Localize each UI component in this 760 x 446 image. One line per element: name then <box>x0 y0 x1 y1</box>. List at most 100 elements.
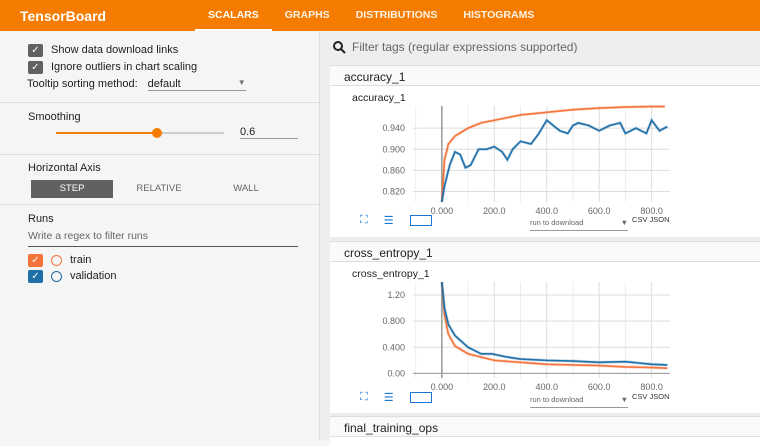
series-validation-line <box>441 118 668 203</box>
chart-toolbar: ⛶ ☰ <box>360 214 432 227</box>
tab-distributions[interactable]: DISTRIBUTIONS <box>355 9 438 21</box>
check-icon: ✓ <box>28 43 43 57</box>
y-tick-label: 0.900 <box>382 144 405 154</box>
csv-link[interactable]: CSV <box>632 215 648 224</box>
fit-domain-icon[interactable] <box>409 392 432 403</box>
axis-relative-button[interactable]: RELATIVE <box>136 183 182 194</box>
run-label: validation <box>70 270 117 282</box>
dropdown-arrow-icon: ▼ <box>237 78 246 87</box>
x-tick-label: 0.000 <box>431 382 454 392</box>
value: run to download <box>530 218 584 227</box>
smoothing-input[interactable]: 0.6 <box>240 126 298 139</box>
series-validation-line <box>441 281 668 366</box>
x-tick-label: 0.000 <box>431 206 454 216</box>
label: Show data download links <box>51 44 179 56</box>
x-tick-label: 200.0 <box>483 382 506 392</box>
slider-handle[interactable] <box>151 128 162 138</box>
tooltip-sorting: Tooltip sorting method: default ▼ <box>27 78 291 91</box>
show-download-links-checkbox[interactable]: ✓ Show data download links <box>28 42 291 58</box>
tooltip-sorting-select[interactable]: default ▼ <box>147 78 246 91</box>
check-icon: ✓ <box>28 269 43 283</box>
value: default <box>147 78 181 90</box>
axis-toggle: STEP RELATIVE WALL <box>31 180 291 198</box>
dropdown-arrow-icon: ▼ <box>620 395 628 404</box>
filter-tags-input[interactable]: Filter tags (regular expressions support… <box>352 40 578 54</box>
axis-wall-button[interactable]: WALL <box>233 183 259 194</box>
app-title: TensorBoard <box>20 7 107 24</box>
series-train-line <box>441 281 668 370</box>
log-scale-icon[interactable]: ☰ <box>383 215 394 227</box>
value: run to download <box>530 395 584 404</box>
dropdown-arrow-icon: ▼ <box>620 218 628 227</box>
fit-domain-icon[interactable] <box>409 215 432 226</box>
horizontal-axis-section: Horizontal Axis STEP RELATIVE WALL <box>0 155 319 205</box>
smoothing-control: 0.6 <box>28 123 298 143</box>
y-tick-label: 0.400 <box>382 342 405 352</box>
x-tick-label: 600.0 <box>588 206 611 216</box>
series-train-line <box>441 105 665 203</box>
top-bar: TensorBoard SCALARS GRAPHS DISTRIBUTIONS… <box>0 0 760 31</box>
run-download-select[interactable]: run to download ▼ <box>530 218 628 231</box>
chart-toolbar: ⛶ ☰ <box>360 391 432 404</box>
check-icon: ✓ <box>28 253 43 267</box>
runs-filter-input[interactable]: Write a regex to filter runs <box>28 230 298 247</box>
accuracy-chart[interactable]: 0.000 200.0 400.0 600.0 800.0 0.820 0.860 0.900… <box>330 66 760 238</box>
chart-title: cross_entropy_1 <box>352 268 430 280</box>
sidebar: ✓ Show data download links ✓ Ignore outlie… <box>0 31 320 440</box>
group-cross-entropy: cross_entropy_1 cross_entropy_1 0.000 200… <box>330 241 760 413</box>
tab-histograms[interactable]: HISTOGRAMS <box>463 9 535 21</box>
y-tick-label: 0.800 <box>382 316 405 326</box>
fullscreen-icon[interactable]: ⛶ <box>360 214 368 226</box>
run-color-circle-icon[interactable] <box>51 270 62 282</box>
json-link[interactable]: JSON <box>649 215 670 224</box>
group-header[interactable]: cross_entropy_1 <box>330 242 760 262</box>
run-validation[interactable]: ✓ validation <box>28 268 291 284</box>
y-tick-label: 0.00 <box>387 368 405 378</box>
log-scale-icon[interactable]: ☰ <box>383 392 394 404</box>
runs-section: Runs Write a regex to filter runs ✓ train… <box>0 205 319 292</box>
run-download-select[interactable]: run to download ▼ <box>530 395 628 408</box>
y-tick-label: 0.860 <box>382 165 405 175</box>
filter-tags[interactable]: Filter tags (regular expressions support… <box>332 37 752 57</box>
x-tick-label: 600.0 <box>588 382 611 392</box>
tab-graphs[interactable]: GRAPHS <box>284 9 330 21</box>
ignore-outliers-checkbox[interactable]: ✓ Ignore outliers in chart scaling <box>28 59 291 75</box>
y-tick-label: 0.940 <box>382 123 405 133</box>
chart-title: accuracy_1 <box>352 92 406 104</box>
fullscreen-icon[interactable]: ⛶ <box>360 391 368 403</box>
smoothing-section: Smoothing 0.6 <box>0 103 319 155</box>
horizontal-axis-label: Horizontal Axis <box>28 162 101 174</box>
main-panel: Filter tags (regular expressions support… <box>320 31 760 446</box>
download-links: CSV JSON <box>632 215 670 224</box>
group-final-training-ops: final_training_ops <box>330 416 760 446</box>
options-section: ✓ Show data download links ✓ Ignore outlie… <box>0 31 319 103</box>
run-color-circle-icon[interactable] <box>51 254 62 266</box>
x-tick-label: 800.0 <box>640 382 663 392</box>
x-tick-label: 400.0 <box>535 382 558 392</box>
runs-label: Runs <box>28 213 54 225</box>
group-header[interactable]: final_training_ops <box>330 417 760 437</box>
axis-step-button[interactable]: STEP <box>31 180 113 198</box>
x-tick-label: 800.0 <box>640 206 663 216</box>
group-accuracy: accuracy_1 accuracy_1 0.000 200.0 400.0 600… <box>330 65 760 237</box>
slider-track[interactable] <box>56 132 224 134</box>
label: Tooltip sorting method: <box>27 78 138 90</box>
label: Ignore outliers in chart scaling <box>51 61 198 73</box>
json-link[interactable]: JSON <box>649 392 670 401</box>
x-tick-label: 400.0 <box>535 206 558 216</box>
x-tick-label: 200.0 <box>483 206 506 216</box>
search-icon <box>333 41 346 54</box>
smoothing-label: Smoothing <box>28 111 81 123</box>
run-train[interactable]: ✓ train <box>28 252 291 268</box>
series-validation-raw <box>440 281 668 367</box>
group-header[interactable]: accuracy_1 <box>330 66 760 86</box>
run-label: train <box>70 254 92 266</box>
series-validation-raw <box>440 117 669 203</box>
check-icon: ✓ <box>28 60 43 74</box>
tab-scalars[interactable]: SCALARS <box>195 0 272 31</box>
download-links: CSV JSON <box>632 392 670 401</box>
csv-link[interactable]: CSV <box>632 392 648 401</box>
y-tick-label: 0.820 <box>382 186 405 196</box>
y-tick-label: 1.20 <box>387 290 405 300</box>
cross-entropy-chart[interactable]: 0.000 200.0 400.0 600.0 800.0 0.00 0.400 0.800 1… <box>330 242 760 414</box>
